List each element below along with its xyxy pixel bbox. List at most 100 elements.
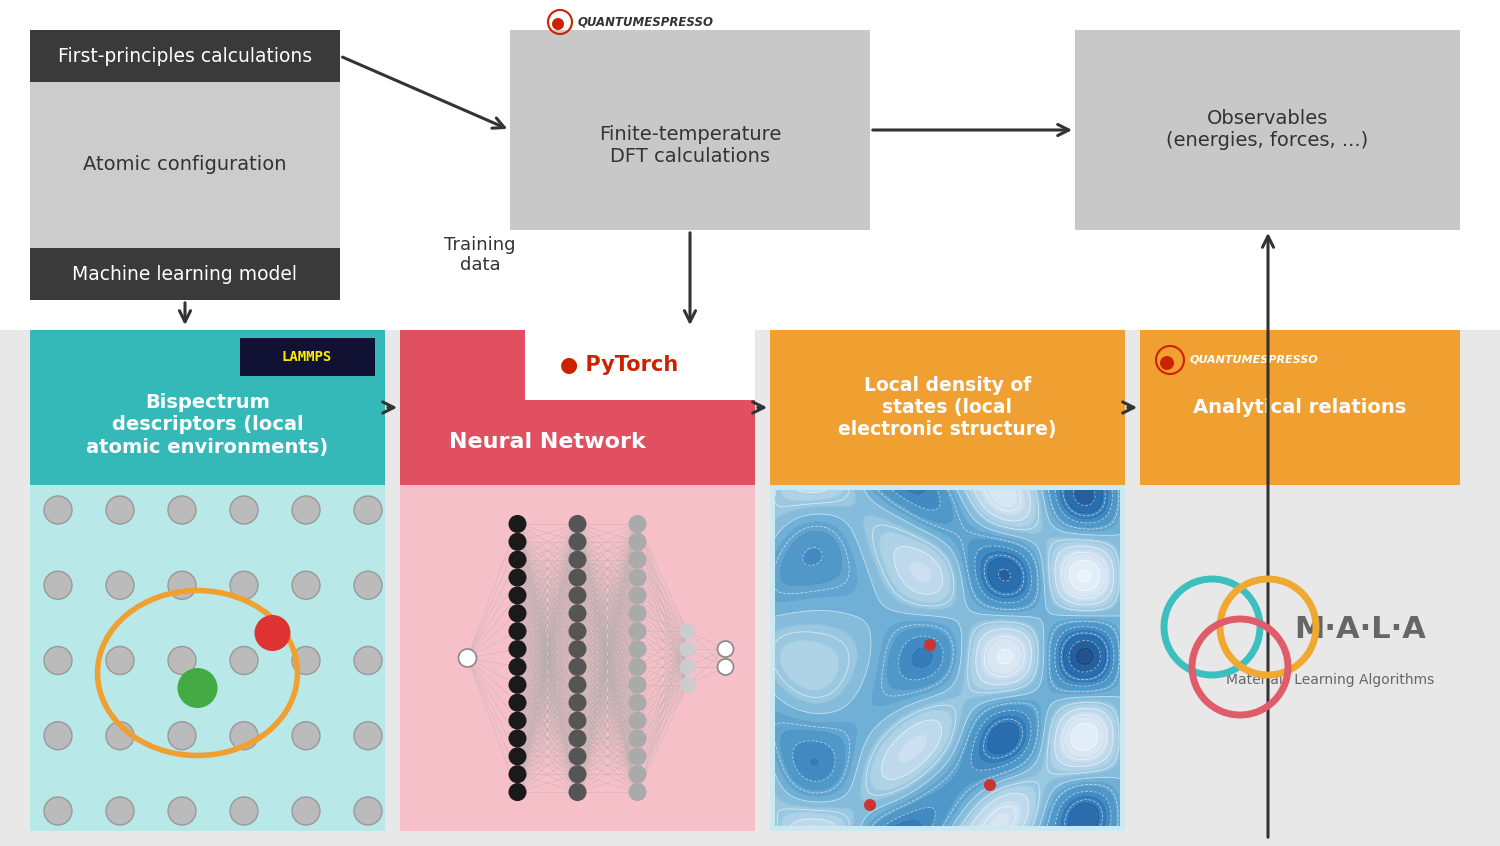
- Bar: [30, 330, 386, 485]
- Circle shape: [717, 659, 734, 675]
- Circle shape: [864, 799, 876, 811]
- Circle shape: [292, 571, 320, 599]
- Circle shape: [628, 515, 646, 533]
- Circle shape: [168, 646, 196, 674]
- Circle shape: [230, 496, 258, 524]
- Circle shape: [509, 622, 526, 640]
- Circle shape: [509, 551, 526, 569]
- Text: QUANTUMESPRESSO: QUANTUMESPRESSO: [1190, 355, 1318, 365]
- Circle shape: [354, 797, 382, 825]
- Circle shape: [628, 729, 646, 747]
- Text: Training
data: Training data: [444, 235, 516, 274]
- Circle shape: [509, 729, 526, 747]
- Circle shape: [509, 765, 526, 783]
- Circle shape: [568, 604, 586, 623]
- Circle shape: [509, 569, 526, 586]
- Circle shape: [680, 641, 696, 657]
- Circle shape: [509, 676, 526, 694]
- Circle shape: [106, 722, 134, 750]
- Circle shape: [354, 722, 382, 750]
- Bar: [1076, 30, 1460, 230]
- Circle shape: [568, 765, 586, 783]
- Circle shape: [680, 624, 696, 640]
- Circle shape: [568, 694, 586, 711]
- Circle shape: [106, 571, 134, 599]
- Bar: [0, 330, 1500, 846]
- Circle shape: [984, 779, 996, 791]
- Circle shape: [568, 658, 586, 676]
- Circle shape: [168, 797, 196, 825]
- Text: Analytical relations: Analytical relations: [1194, 398, 1407, 417]
- Bar: [30, 30, 340, 82]
- Circle shape: [168, 571, 196, 599]
- Circle shape: [106, 797, 134, 825]
- Circle shape: [44, 797, 72, 825]
- Bar: [30, 82, 340, 248]
- Circle shape: [255, 615, 291, 651]
- Circle shape: [1160, 356, 1174, 370]
- Bar: [30, 248, 340, 300]
- Circle shape: [509, 711, 526, 729]
- Circle shape: [354, 646, 382, 674]
- Circle shape: [509, 783, 526, 801]
- Circle shape: [568, 515, 586, 533]
- Text: Atomic configuration: Atomic configuration: [84, 156, 286, 174]
- Circle shape: [44, 496, 72, 524]
- Bar: [525, 330, 754, 400]
- Bar: [770, 330, 1125, 485]
- Circle shape: [509, 747, 526, 766]
- Circle shape: [44, 571, 72, 599]
- Text: ● PyTorch: ● PyTorch: [560, 355, 678, 375]
- Circle shape: [628, 622, 646, 640]
- Circle shape: [354, 496, 382, 524]
- Circle shape: [717, 641, 734, 657]
- Circle shape: [680, 659, 696, 675]
- Circle shape: [230, 571, 258, 599]
- Circle shape: [628, 569, 646, 586]
- Circle shape: [628, 694, 646, 711]
- Bar: [400, 485, 754, 831]
- Circle shape: [568, 783, 586, 801]
- Circle shape: [292, 722, 320, 750]
- Text: Neural Network: Neural Network: [448, 432, 646, 453]
- Circle shape: [568, 622, 586, 640]
- Circle shape: [568, 533, 586, 551]
- Circle shape: [568, 676, 586, 694]
- Circle shape: [509, 694, 526, 711]
- Circle shape: [509, 658, 526, 676]
- Circle shape: [292, 797, 320, 825]
- Circle shape: [628, 551, 646, 569]
- Circle shape: [230, 646, 258, 674]
- Circle shape: [106, 496, 134, 524]
- Bar: [770, 485, 1125, 831]
- Circle shape: [628, 604, 646, 623]
- Bar: [510, 30, 870, 230]
- Circle shape: [106, 646, 134, 674]
- Text: Finite-temperature
DFT calculations: Finite-temperature DFT calculations: [598, 124, 782, 166]
- Circle shape: [568, 711, 586, 729]
- Circle shape: [168, 722, 196, 750]
- Circle shape: [177, 668, 218, 708]
- Circle shape: [168, 496, 196, 524]
- Circle shape: [552, 18, 564, 30]
- Circle shape: [509, 533, 526, 551]
- Circle shape: [628, 658, 646, 676]
- Circle shape: [292, 646, 320, 674]
- Text: LAMMPS: LAMMPS: [282, 350, 332, 364]
- Circle shape: [509, 586, 526, 604]
- Circle shape: [568, 729, 586, 747]
- Circle shape: [230, 722, 258, 750]
- Bar: [0, 0, 1500, 330]
- Circle shape: [568, 586, 586, 604]
- Circle shape: [568, 569, 586, 586]
- Circle shape: [230, 797, 258, 825]
- Circle shape: [924, 639, 936, 651]
- Circle shape: [628, 676, 646, 694]
- Text: Observables
(energies, forces, ...): Observables (energies, forces, ...): [1167, 109, 1368, 151]
- Text: Bispectrum
descriptors (local
atomic environments): Bispectrum descriptors (local atomic env…: [87, 393, 328, 457]
- Text: Local density of
states (local
electronic structure): Local density of states (local electroni…: [839, 376, 1056, 439]
- Circle shape: [568, 551, 586, 569]
- Circle shape: [680, 677, 696, 693]
- Circle shape: [568, 747, 586, 766]
- Circle shape: [628, 533, 646, 551]
